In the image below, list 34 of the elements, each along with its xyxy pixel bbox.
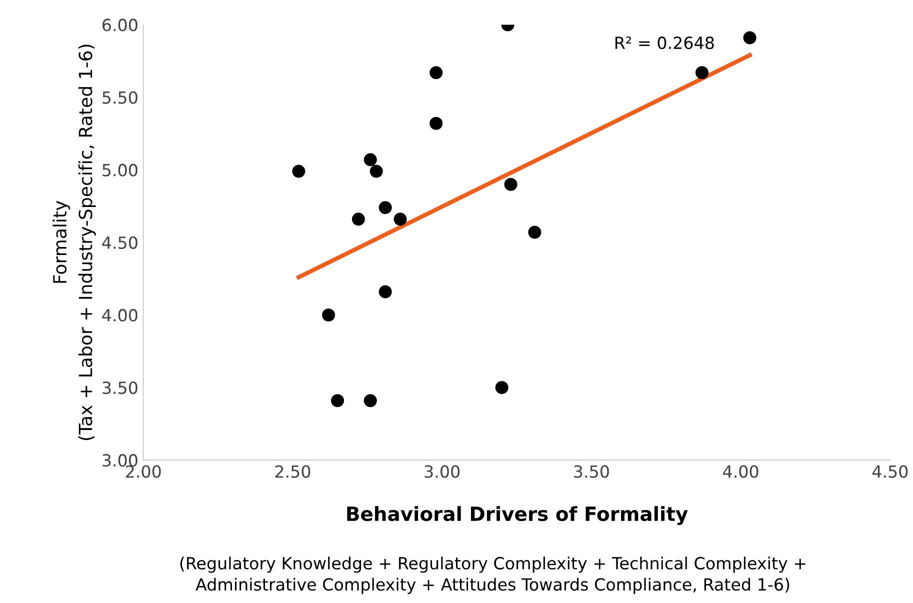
annotation: R² = 0.2648 (615, 36, 714, 50)
point (378, 285, 392, 298)
x-tick-label: 4.50 (872, 465, 908, 478)
point (430, 66, 443, 80)
point (378, 201, 392, 214)
x-axis-title: Behavioral Drivers of Formality (347, 506, 688, 526)
point (364, 153, 377, 166)
point (695, 66, 708, 80)
text: (Regulatory Knowledge + Regulatory Complexity + Technical Complexity + Administrative Complexity + Attitudes Towards Compliance, Rated 1-6) (180, 556, 806, 594)
point (331, 394, 344, 408)
point (394, 212, 407, 226)
point (352, 212, 365, 226)
point (370, 164, 383, 178)
y-tick-label: 5.00 (102, 164, 138, 176)
y-tick-label: 5.50 (102, 91, 138, 104)
x-tick-label: 2.50 (275, 465, 310, 478)
point (528, 226, 542, 239)
point (364, 394, 377, 408)
point (322, 308, 336, 322)
point (430, 116, 443, 130)
point (504, 178, 518, 191)
y-axis-title: Formality (Tax + Labor + Industry-Specific, Rated 1-6) (52, 44, 96, 440)
y-tick-label: 3.00 (102, 454, 138, 467)
x-tick-label: 2.00 (126, 465, 161, 478)
point (495, 381, 508, 394)
point (743, 31, 756, 44)
x-tick-label: 3.00 (424, 465, 460, 478)
y-tick-label: 4.50 (102, 236, 138, 249)
x-tick-label: 3.50 (574, 465, 609, 478)
x-tick-label: 4.00 (723, 465, 758, 478)
y-tick-label: 4.00 (102, 308, 138, 322)
y-tick-label: 3.50 (102, 381, 138, 394)
y-tick-label: 6.00 (102, 18, 138, 32)
point (292, 164, 306, 178)
